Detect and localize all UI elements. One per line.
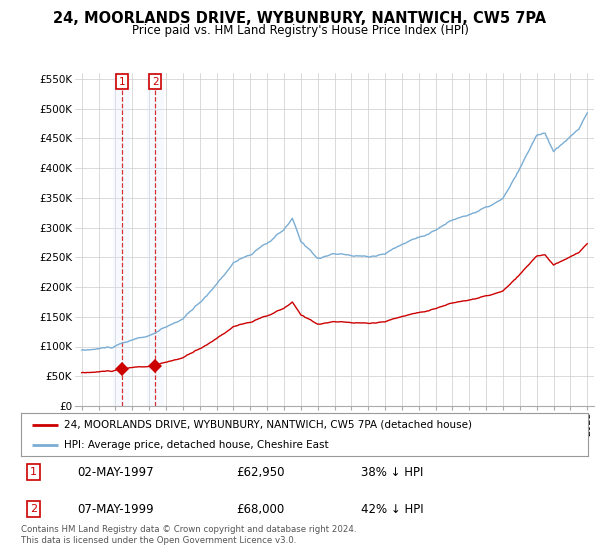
Text: 07-MAY-1999: 07-MAY-1999: [78, 502, 154, 516]
Text: HPI: Average price, detached house, Cheshire East: HPI: Average price, detached house, Ches…: [64, 440, 328, 450]
Text: Contains HM Land Registry data © Crown copyright and database right 2024.
This d: Contains HM Land Registry data © Crown c…: [21, 525, 356, 545]
Text: 1: 1: [30, 467, 37, 477]
Text: Price paid vs. HM Land Registry's House Price Index (HPI): Price paid vs. HM Land Registry's House …: [131, 24, 469, 37]
Text: £62,950: £62,950: [236, 465, 285, 479]
Text: 42% ↓ HPI: 42% ↓ HPI: [361, 502, 424, 516]
Text: 24, MOORLANDS DRIVE, WYBUNBURY, NANTWICH, CW5 7PA: 24, MOORLANDS DRIVE, WYBUNBURY, NANTWICH…: [53, 11, 547, 26]
Text: 38% ↓ HPI: 38% ↓ HPI: [361, 465, 424, 479]
Text: 1: 1: [118, 77, 125, 87]
Text: £68,000: £68,000: [236, 502, 285, 516]
Text: 2: 2: [30, 504, 37, 514]
Bar: [113, 73, 130, 406]
Bar: [147, 73, 164, 406]
Text: 24, MOORLANDS DRIVE, WYBUNBURY, NANTWICH, CW5 7PA (detached house): 24, MOORLANDS DRIVE, WYBUNBURY, NANTWICH…: [64, 419, 472, 430]
Text: 02-MAY-1997: 02-MAY-1997: [78, 465, 154, 479]
Text: 2: 2: [152, 77, 158, 87]
